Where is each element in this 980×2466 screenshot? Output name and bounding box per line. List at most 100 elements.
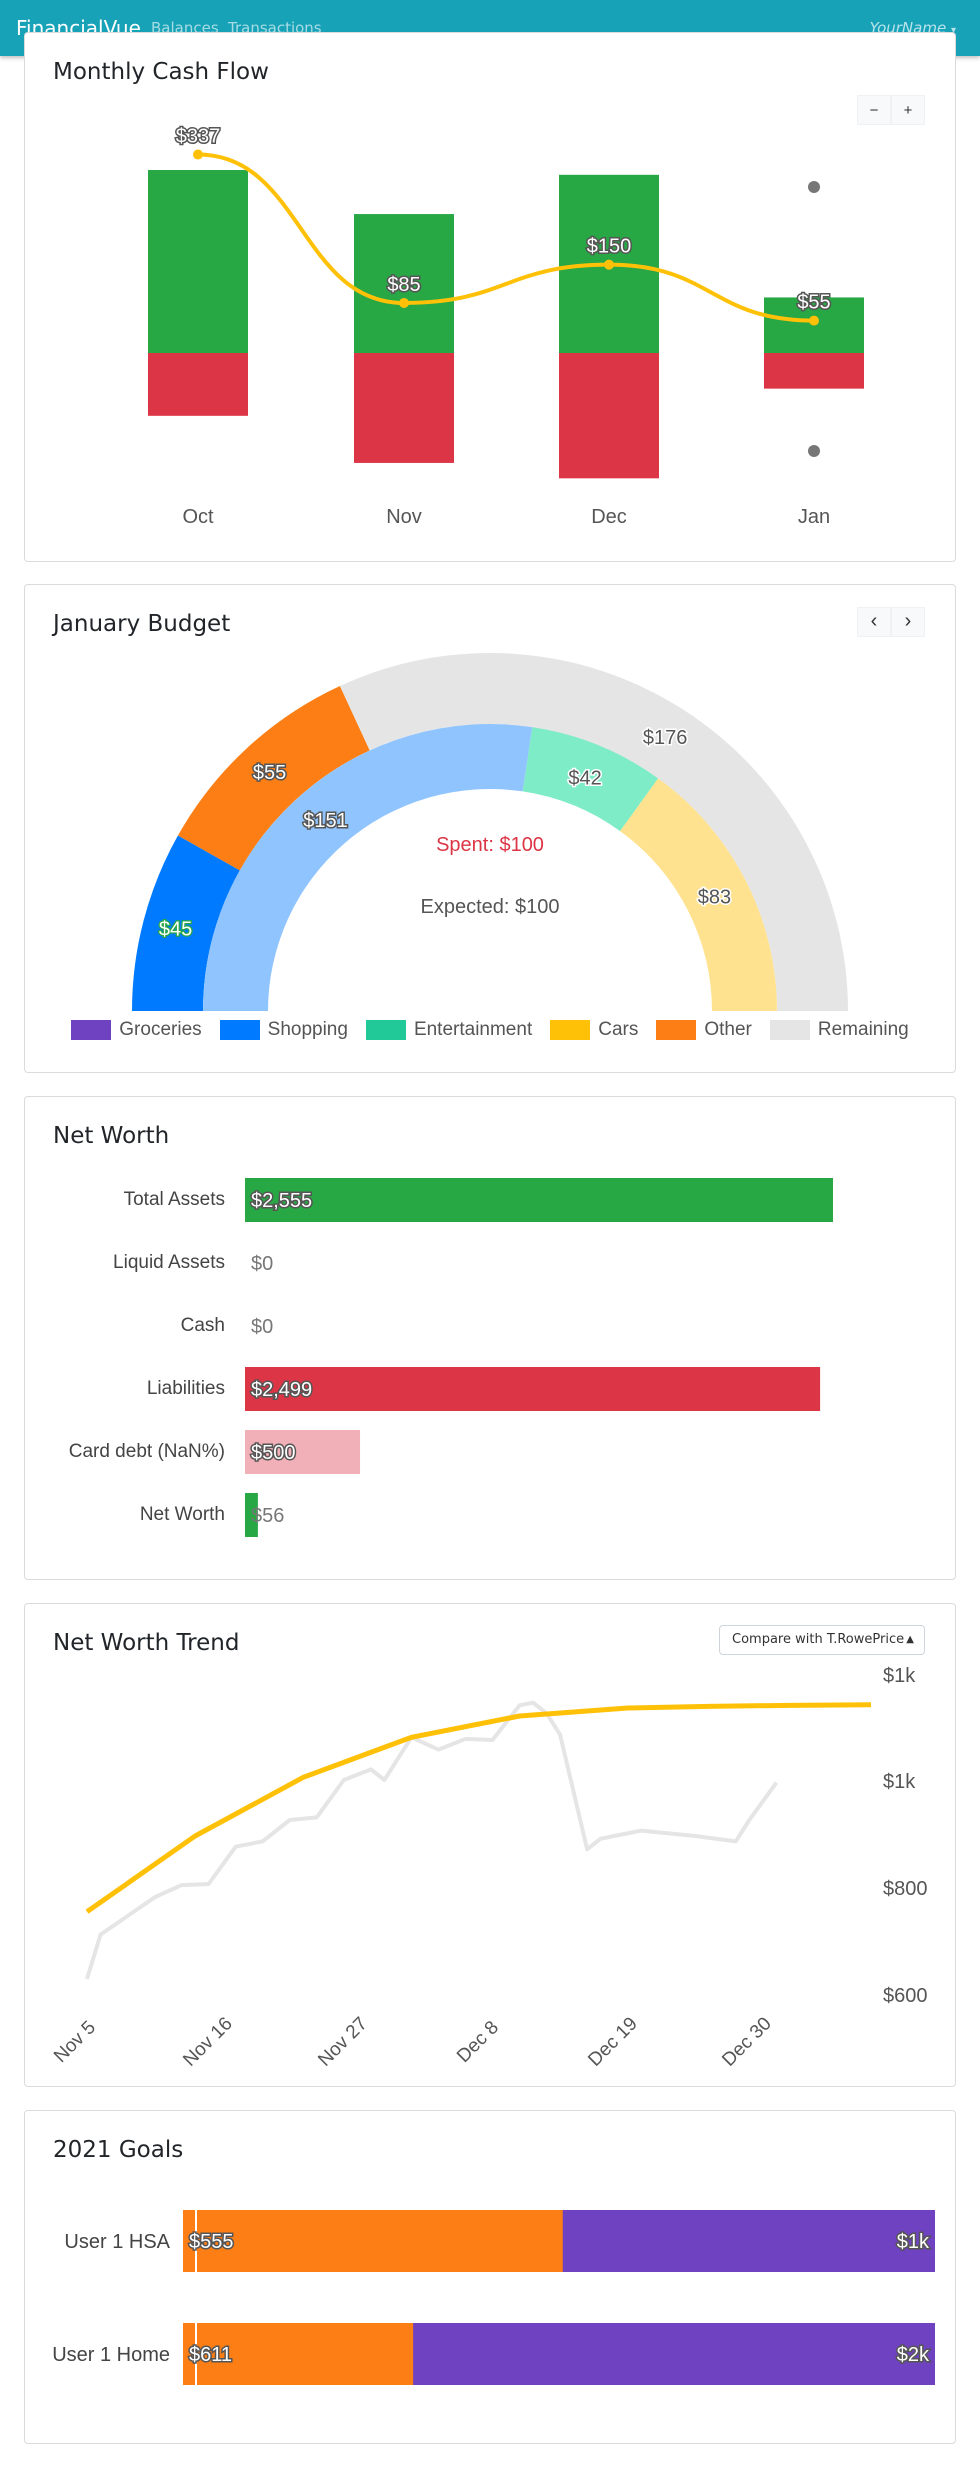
x-tick-label: Nov 5 (50, 2017, 100, 2067)
legend-item[interactable]: Groceries (71, 1019, 202, 1041)
x-tick-label: Dec 30 (718, 2013, 775, 2070)
caret-down-icon: ▾ (950, 25, 956, 36)
inner-slice (203, 723, 533, 1011)
x-tick-label: Nov 16 (179, 2013, 236, 2070)
legend-item[interactable]: Remaining (769, 1019, 909, 1041)
networth-bar (245, 1367, 821, 1411)
net-data-label: $55 (797, 292, 830, 314)
networth-bar (245, 1178, 833, 1222)
legend-swatch (219, 1020, 260, 1040)
month-nav-group: ‹ › (857, 607, 925, 637)
legend-swatch (71, 1020, 112, 1040)
x-tick-label: Nov 27 (314, 2013, 371, 2070)
inner-slice-label: $42 (568, 768, 601, 790)
goals-chart: User 1 HSA $555 $1k User 1 Home $611 $2k (52, 2210, 935, 2385)
net-data-label: $85 (387, 274, 420, 296)
legend-item[interactable]: Cars (550, 1019, 638, 1041)
cashflow-title: Monthly Cash Flow (53, 59, 269, 85)
goal-target-label: $1k (897, 2231, 930, 2253)
legend-label: Shopping (267, 1019, 348, 1040)
legend-label: Cars (598, 1019, 639, 1040)
goals-title: 2021 Goals (53, 2137, 184, 2163)
trend-title: Net Worth Trend (53, 1630, 240, 1656)
legend-swatch (365, 1020, 406, 1040)
zoom-out-button[interactable]: − (857, 95, 891, 125)
networth-value-label: $500 (251, 1442, 296, 1464)
trend-series-line (85, 1700, 778, 1980)
outer-slice-label: $45 (159, 919, 192, 941)
goal-marker (195, 2210, 197, 2272)
legend-item[interactable]: Other (656, 1019, 752, 1041)
networth-category-label: Total Assets (123, 1189, 225, 1210)
networth-value-label: $2,555 (251, 1190, 312, 1212)
compare-select[interactable]: Compare with T.RowePrice ▲ (719, 1625, 925, 1655)
trend-card: Net Worth Trend Compare with T.RowePrice… (24, 1603, 956, 2087)
zoom-in-button[interactable]: + (891, 95, 925, 125)
trend-series-line (85, 1702, 872, 1914)
net-point (399, 297, 409, 308)
goal-target-label: $2k (897, 2344, 930, 2366)
cashflow-chart: Oct Nov Dec Jan $337 $85 $150 $55 (148, 124, 864, 528)
prev-month-button[interactable]: ‹ (857, 607, 891, 637)
networth-bar (245, 1430, 361, 1474)
expense-bar (764, 353, 864, 389)
net-line (197, 152, 815, 323)
goals-card: 2021 Goals User 1 HSA $555 $1k User 1 Home $… (24, 2110, 956, 2444)
chevron-right-icon: › (904, 610, 912, 632)
x-tick-label: Nov (386, 506, 422, 528)
networth-value-label: $0 (251, 1316, 273, 1338)
x-tick-label: Jan (798, 506, 830, 528)
networth-value-label: $2,499 (251, 1379, 312, 1401)
legend-item[interactable]: Entertainment (365, 1019, 533, 1041)
x-tick-label: Dec 19 (584, 2013, 641, 2070)
x-tick-label: Dec 8 (453, 2017, 503, 2067)
goal-category-label: User 1 HSA (64, 2231, 170, 2253)
goal-marker (195, 2323, 197, 2385)
legend-label: Entertainment (413, 1019, 533, 1040)
networth-category-label: Cash (180, 1315, 225, 1336)
budget-legend: Groceries Shopping Entertainment Cars Other R… (25, 1019, 955, 1041)
outer-slice-label: $176 (643, 727, 688, 749)
outer-slice (339, 653, 848, 1011)
expected-text: Expected: $100 (421, 896, 560, 918)
networth-title: Net Worth (53, 1123, 170, 1149)
outer-slice (177, 685, 370, 871)
inner-slice-label: $83 (698, 886, 731, 908)
net-data-label: $337 (176, 126, 221, 148)
net-point (809, 315, 819, 326)
x-tick-label: Dec (591, 506, 627, 528)
legend-label: Other (704, 1019, 752, 1040)
expense-bar (354, 353, 454, 463)
legend-item[interactable]: Shopping (219, 1019, 348, 1041)
inner-slice-label: $151 (303, 810, 348, 832)
networth-value-label: $56 (251, 1505, 284, 1527)
net-data-label: $150 (587, 236, 632, 258)
goal-category-label: User 1 Home (52, 2344, 170, 2366)
zoom-button-group: − + (857, 95, 925, 125)
outer-slice (132, 835, 240, 1011)
budget-card: January Budget ‹ › $45 $55 $176 $151 $42 $83 S… (24, 584, 956, 1073)
range-marker (808, 181, 820, 193)
income-bar (354, 214, 454, 353)
networth-bar (245, 1493, 258, 1537)
y-tick-label: $1k (883, 1665, 916, 1687)
outer-slice-label: $55 (253, 762, 286, 784)
next-month-button[interactable]: › (891, 607, 925, 637)
legend-swatch (769, 1020, 810, 1040)
networth-category-label: Liquid Assets (113, 1252, 225, 1273)
networth-value-label: $0 (251, 1253, 273, 1275)
x-tick-label: Oct (182, 506, 214, 528)
networth-category-label: Net Worth (139, 1504, 225, 1525)
inner-slice (522, 727, 659, 832)
y-tick-label: $600 (883, 1985, 928, 2007)
spent-text: Spent: $100 (436, 834, 544, 856)
budget-title: January Budget (53, 611, 231, 637)
trend-chart: $1k $1k $800 $600 Nov 5 Nov 16 Nov 27 Dec 8 Dec … (50, 1665, 928, 2071)
expense-bar (148, 353, 248, 416)
select-arrows-icon: ▲ (906, 1634, 914, 1645)
legend-swatch (550, 1020, 591, 1040)
goal-progress-bar (183, 2210, 563, 2272)
networth-category-label: Liabilities (146, 1378, 225, 1399)
networth-card: Net Worth Total Assets Liquid Assets Cash L… (24, 1096, 956, 1580)
chevron-left-icon: ‹ (870, 610, 878, 632)
